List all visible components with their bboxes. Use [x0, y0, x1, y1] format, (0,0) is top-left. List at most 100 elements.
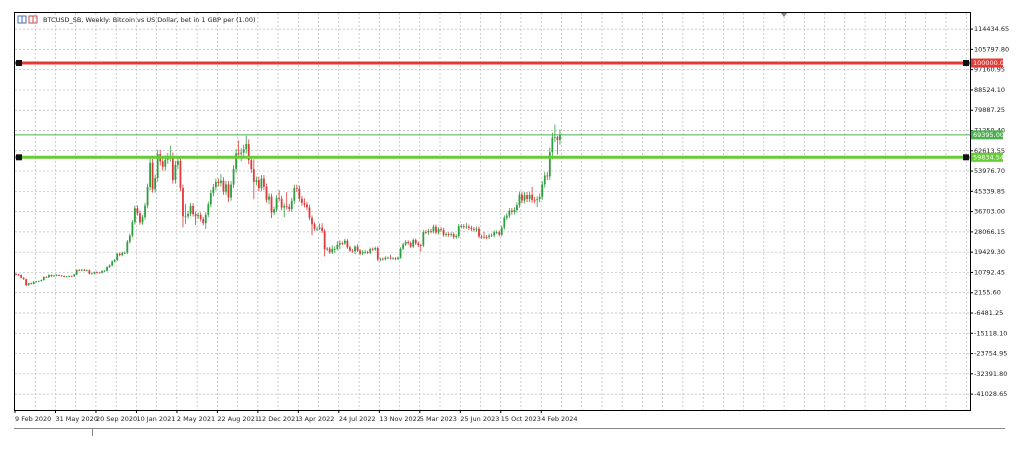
y-tick-label: 53976.70 — [974, 167, 1005, 175]
candle-body — [235, 153, 238, 169]
candle-body — [313, 224, 316, 229]
candle-body — [108, 265, 111, 268]
candle-body — [204, 214, 207, 224]
candle-body — [144, 205, 146, 218]
level-handle — [16, 60, 22, 67]
candle-body — [42, 276, 45, 281]
candle-body — [288, 206, 291, 210]
candle-body — [187, 213, 189, 217]
candle-body — [399, 248, 402, 258]
x-tick-label: 5 Mar 2023 — [420, 415, 457, 423]
candle-body — [47, 275, 50, 278]
candles — [15, 124, 561, 287]
candle-body — [128, 235, 131, 242]
candle-body — [161, 161, 164, 167]
candle-body — [171, 156, 174, 181]
candle-body — [341, 243, 344, 244]
candle-body — [404, 241, 407, 245]
candle-body — [470, 227, 473, 229]
candle-body — [32, 281, 35, 284]
candle-body — [35, 281, 38, 283]
x-tick-label: 13 Nov 2022 — [379, 415, 421, 423]
level-handle — [963, 60, 969, 67]
candle-body — [379, 258, 382, 260]
candle-body — [435, 226, 437, 233]
candle-body — [460, 226, 463, 227]
level-label-box — [971, 130, 1003, 140]
candle-body — [237, 153, 240, 155]
candle-body — [409, 243, 412, 247]
candle-body — [25, 279, 28, 286]
candle-body — [207, 204, 210, 215]
candle-body — [197, 214, 200, 217]
y-tick-label: 62613.55 — [974, 147, 1005, 155]
candle-body — [551, 137, 554, 153]
x-tick-label: 3 Apr 2022 — [298, 415, 334, 423]
candle-body — [300, 198, 303, 203]
candle-body — [364, 252, 367, 254]
candle-body — [437, 229, 440, 233]
candle-body — [323, 231, 326, 250]
candle-body — [37, 281, 40, 282]
candle-body — [45, 276, 48, 278]
candle-body — [83, 269, 86, 271]
candle-body — [242, 149, 245, 153]
candle-body — [407, 241, 410, 244]
candle-body — [106, 267, 108, 271]
level-label: 69395.00 — [973, 131, 1004, 139]
candle-body — [179, 160, 182, 188]
candle-body — [526, 195, 528, 199]
candle-body — [15, 273, 17, 275]
candle-body — [136, 208, 139, 214]
x-tick-label: 25 Jun 2023 — [460, 415, 499, 423]
candle-body — [414, 240, 417, 244]
candle-body — [430, 230, 432, 232]
candle-body — [510, 210, 513, 213]
candle-body — [483, 236, 485, 238]
candle-body — [265, 186, 268, 200]
candle-body — [374, 248, 377, 250]
candle-body — [268, 196, 270, 200]
candle-body — [199, 214, 202, 220]
candle-body — [53, 275, 55, 277]
candle-body — [528, 194, 531, 199]
candle-body — [473, 228, 475, 230]
candle-body — [20, 275, 22, 278]
candle-body — [533, 199, 536, 201]
candle-body — [118, 253, 121, 256]
candle-body — [349, 247, 351, 251]
candle-body — [417, 243, 420, 246]
candle-body — [543, 175, 546, 185]
candle-body — [361, 252, 364, 254]
candle-body — [217, 182, 220, 183]
candle-body — [278, 198, 281, 200]
candle-body — [450, 234, 453, 235]
x-tick-label: 10 Jan 2021 — [136, 415, 175, 423]
candle-body — [182, 187, 184, 217]
candle-body — [40, 280, 43, 282]
candle-body — [422, 232, 425, 246]
candle-body — [402, 244, 404, 249]
candle-body — [346, 240, 349, 248]
candle-body — [351, 250, 354, 252]
y-tick-label: -23754.95 — [974, 350, 1007, 358]
candle-body — [212, 187, 215, 194]
candle-body — [495, 232, 498, 234]
candle-body — [521, 194, 523, 201]
candle-body — [394, 258, 397, 260]
candle-body — [389, 257, 392, 259]
candle-body — [298, 188, 301, 199]
candle-body — [58, 275, 60, 276]
chart-title: BTCUSD_SB, Weekly: Bitcoin vs US Dollar,… — [43, 16, 256, 24]
y-tick-label: 10792.45 — [974, 268, 1005, 276]
candle-body — [333, 248, 336, 250]
candle-body — [523, 195, 526, 201]
candle-body — [478, 228, 480, 237]
y-tick-label: 45339.85 — [974, 187, 1005, 195]
candle-body — [184, 216, 187, 218]
candle-body — [500, 227, 503, 235]
candle-body — [536, 199, 539, 201]
candle-body — [488, 235, 491, 238]
candle-body — [98, 272, 101, 274]
candle-body — [505, 215, 508, 218]
